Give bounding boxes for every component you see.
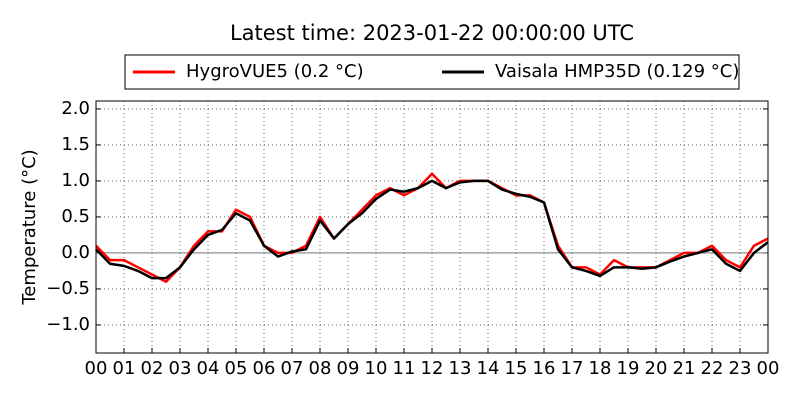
y-tick-label: 1.5 [61,134,90,155]
legend-box [124,54,740,90]
x-tick-label: 09 [337,358,360,379]
x-tick-label: 18 [589,358,612,379]
x-tick-label: 00 [85,358,108,379]
y-tick-label: 2.0 [61,98,90,119]
legend-label: HygroVUE5 (0.2 °C) [186,61,364,82]
series-line [95,179,769,280]
plot-frame [95,100,769,354]
x-tick-label: 21 [673,358,696,379]
x-tick-label: 07 [281,358,304,379]
x-tick-label: 02 [141,358,164,379]
x-tick-label: 06 [253,358,276,379]
y-tick-label: −1.0 [46,314,90,335]
x-tick-label: 19 [617,358,640,379]
y-tick-label: −0.5 [46,278,90,299]
x-tick-label: 10 [365,358,388,379]
x-tick-label: 03 [169,358,192,379]
x-tick-label: 17 [561,358,584,379]
x-tick-label: 15 [505,358,528,379]
x-tick-label: 22 [701,358,724,379]
x-tick-label: 20 [645,358,668,379]
x-tick-label: 08 [309,358,332,379]
x-tick-label: 12 [421,358,444,379]
y-axis-label: Temperature (°C) [19,149,40,305]
legend-label: Vaisala HMP35D (0.129 °C) [495,61,739,82]
x-tick-label: 14 [477,358,500,379]
x-tick-label: 23 [729,358,752,379]
x-tick-label: 11 [393,358,416,379]
chart-title: Latest time: 2023-01-22 00:00:00 UTC [230,21,634,45]
x-tick-label: 16 [533,358,556,379]
y-tick-label: 0.0 [61,242,90,263]
x-tick-label: 05 [225,358,248,379]
y-tick-label: 1.0 [61,170,90,191]
y-tick-label: 0.5 [61,206,90,227]
x-tick-label: 04 [197,358,220,379]
x-tick-label: 01 [113,358,136,379]
x-tick-label: 00 [757,358,780,379]
x-tick-label: 13 [449,358,472,379]
